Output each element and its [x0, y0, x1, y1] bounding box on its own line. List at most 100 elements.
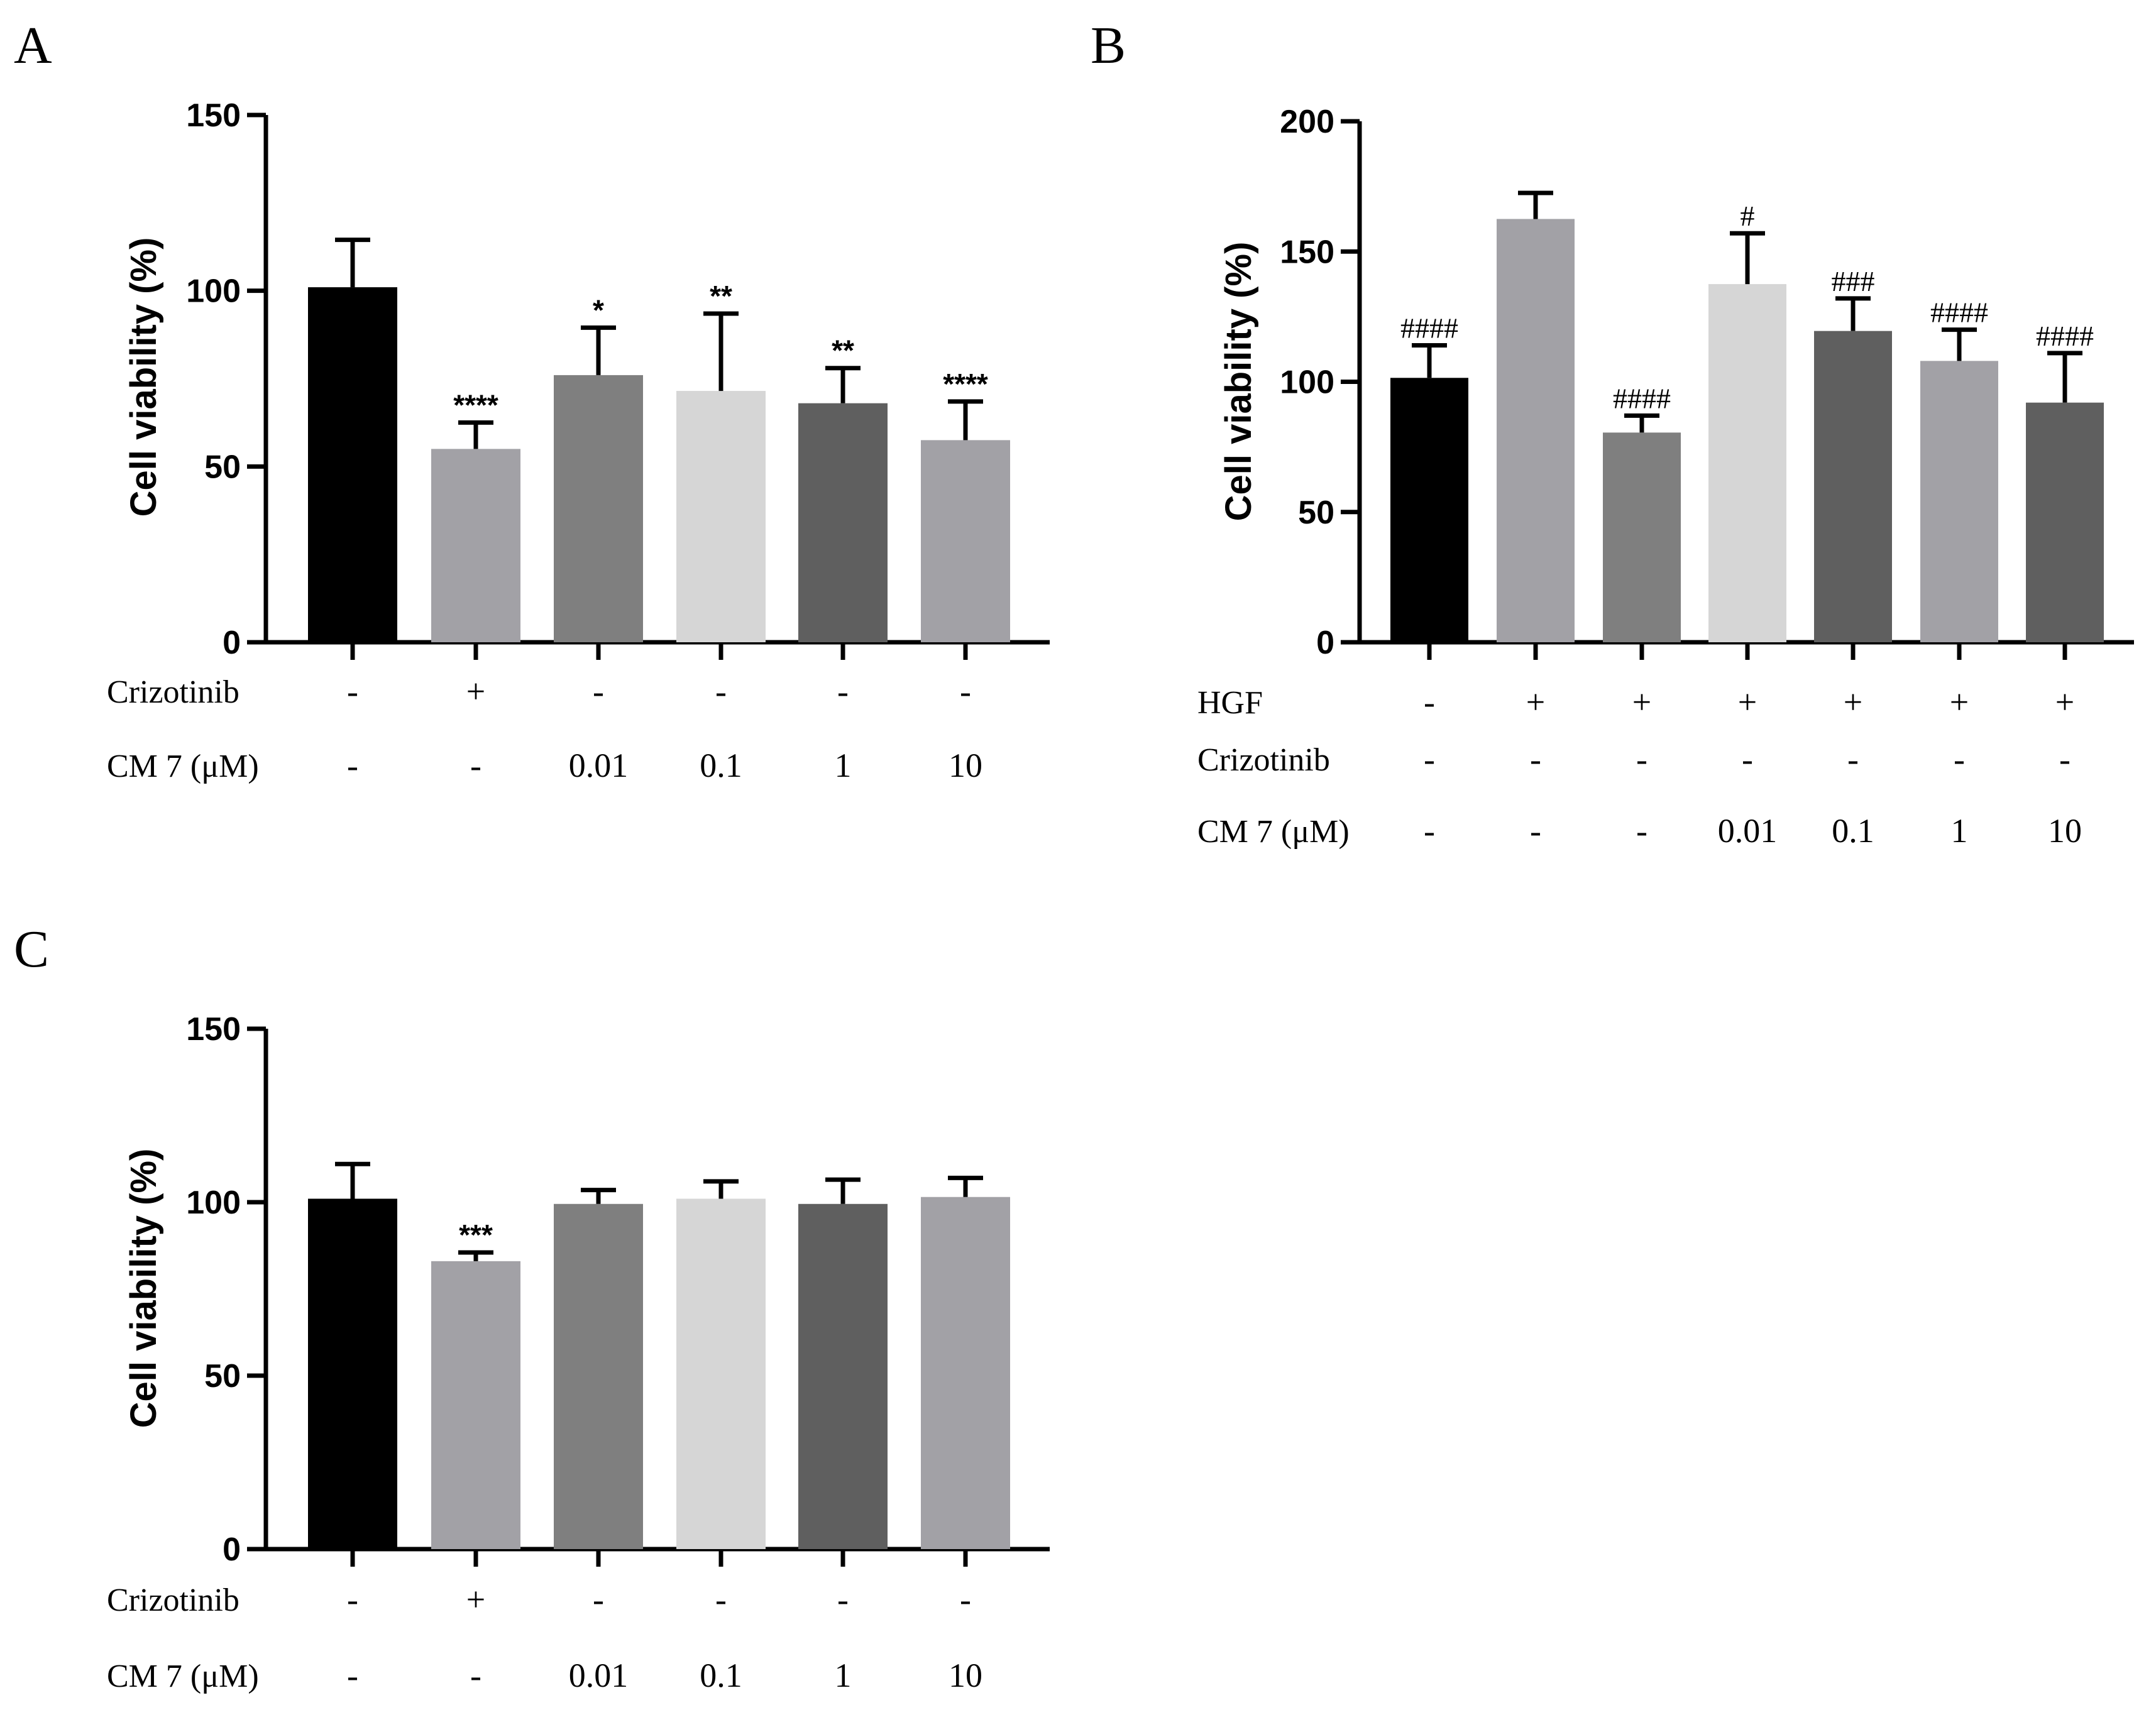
panel-c-bar	[676, 1198, 766, 1549]
panel-b-condition-value: -	[1847, 740, 1859, 778]
panel-c-y-tick-label: 100	[186, 1185, 241, 1221]
panel-a-y-tick-label: 50	[204, 449, 241, 485]
panel-a-condition-value: 0.01	[569, 747, 629, 784]
panel-c-letter: C	[14, 920, 49, 978]
panel-b-bar	[1920, 361, 1998, 642]
panel-b-y-tick-label: 50	[1298, 495, 1334, 531]
panel-b-condition-value: -	[1636, 812, 1647, 850]
panel-c-condition-value: -	[960, 1581, 971, 1618]
panel-b-condition-value: -	[1954, 740, 1965, 778]
panel-b-condition-value: -	[2059, 740, 2071, 778]
panel-b-condition-value: 0.01	[1718, 812, 1778, 850]
panel-c-condition-value: -	[715, 1581, 727, 1618]
panel-a-significance-label: **	[832, 334, 854, 367]
panel-a-y-axis-title: Cell viability (%)	[123, 238, 164, 517]
panel-b-condition-value: -	[1530, 740, 1541, 778]
panel-b-condition-value: +	[1738, 683, 1757, 721]
panel-a-condition-value: -	[715, 672, 727, 710]
panel-c-y-tick-label: 50	[204, 1358, 241, 1394]
panel-a-condition-value: 10	[949, 747, 982, 784]
panel-b-y-tick-label: 200	[1280, 104, 1334, 140]
panel-c-y-tick-label: 0	[223, 1531, 241, 1568]
panel-a-significance-label: *	[593, 293, 604, 326]
panel-b-condition-value: +	[2055, 683, 2074, 721]
panel-b-letter: B	[1091, 16, 1126, 75]
panel-b-condition-value: 1	[1951, 812, 1968, 850]
panel-c: C 0 50 100 150 Cell viability (%) *** Crizotin…	[14, 920, 1050, 1694]
panel-a-condition-label: CM 7 (μM)	[107, 748, 259, 784]
panel-b-condition-value: +	[1844, 683, 1862, 721]
panel-a-condition-label: Crizotinib	[107, 674, 239, 710]
panel-b-condition-value: -	[1424, 683, 1435, 721]
panel-c-y-tick-label: 150	[186, 1011, 241, 1048]
panel-b-condition-value: -	[1636, 740, 1647, 778]
panel-b-significance-label: ####	[1613, 382, 1671, 414]
panel-a-condition-value: -	[347, 747, 358, 784]
panel-a-bar	[431, 449, 520, 642]
panel-c-condition-value: 1	[835, 1657, 852, 1694]
panel-a-condition-value: -	[837, 672, 849, 710]
panel-c-condition-value: -	[593, 1581, 604, 1618]
panel-a-significance-label: ****	[453, 388, 498, 421]
panel-a-bar	[308, 287, 397, 642]
panel-b-condition-label: Crizotinib	[1197, 742, 1330, 778]
panel-b-condition-value: 10	[2048, 812, 2082, 850]
panel-b-condition-value: -	[1530, 812, 1541, 850]
panel-c-condition-label: CM 7 (μM)	[107, 1658, 259, 1694]
panel-b-bar	[1603, 432, 1681, 642]
panel-a-condition-value: 1	[835, 747, 852, 784]
panel-a-significance-label: ****	[943, 368, 988, 400]
panel-a-letter: A	[14, 16, 52, 75]
panel-b-condition-value: +	[1950, 683, 1969, 721]
panel-b-condition-value: -	[1424, 812, 1435, 850]
panel-c-y-axis-title: Cell viability (%)	[123, 1149, 164, 1428]
panel-c-condition-label: Crizotinib	[107, 1582, 239, 1618]
panel-a-bar	[798, 403, 888, 642]
panel-b-condition-value: -	[1742, 740, 1753, 778]
panel-c-bar	[554, 1203, 643, 1549]
panel-c-plot: 0 50 100 150 Cell viability (%) *** Crizotinib…	[107, 1011, 1050, 1694]
panel-c-condition-value: 10	[949, 1657, 982, 1694]
panel-b-condition-value: +	[1526, 683, 1545, 721]
panel-a-y-tick-label: 0	[223, 625, 241, 661]
panel-c-bar	[431, 1261, 520, 1549]
panel-a-condition-value: -	[593, 672, 604, 710]
panel-b-condition-value: 0.1	[1832, 812, 1874, 850]
panel-a-bar	[676, 391, 766, 642]
panel-c-bar	[921, 1197, 1010, 1549]
panel-c-bar	[798, 1203, 888, 1549]
panel-b-significance-label: ###	[1832, 265, 1875, 297]
panel-a-condition-value: -	[960, 672, 971, 710]
panel-c-condition-value: -	[347, 1657, 358, 1694]
panel-c-bar	[308, 1198, 397, 1549]
panel-b-y-tick-label: 100	[1280, 364, 1334, 401]
panel-b-y-tick-label: 0	[1316, 625, 1334, 661]
panel-b-y-axis-title: Cell viability (%)	[1218, 242, 1259, 522]
panel-c-condition-value: 0.1	[700, 1657, 742, 1694]
panel-b-y-tick-label: 150	[1280, 234, 1334, 270]
panel-c-condition-value: -	[837, 1581, 849, 1618]
panel-c-condition-value: -	[347, 1581, 358, 1618]
panel-b-bar	[1390, 378, 1468, 642]
panel-b-condition-label: HGF	[1197, 685, 1263, 721]
panel-a-significance-label: **	[710, 280, 732, 312]
panel-c-condition-value: -	[470, 1657, 481, 1694]
panel-a-condition-value: 0.1	[700, 747, 742, 784]
panel-b-condition-label: CM 7 (μM)	[1197, 814, 1350, 850]
panel-c-significance-label: ***	[459, 1219, 493, 1251]
panel-b-bar	[1708, 284, 1786, 642]
panel-a-bar	[921, 440, 1010, 642]
panel-a-y-tick-label: 100	[186, 273, 241, 310]
panel-c-condition-value: 0.01	[569, 1657, 629, 1694]
panel-b-bar	[2026, 402, 2104, 642]
panel-a-y-tick-label: 150	[186, 97, 241, 134]
panel-a-condition-value: +	[466, 672, 485, 710]
panel-b-condition-value: +	[1632, 683, 1651, 721]
panel-b-bar	[1497, 219, 1575, 642]
panel-a-bar	[554, 375, 643, 642]
